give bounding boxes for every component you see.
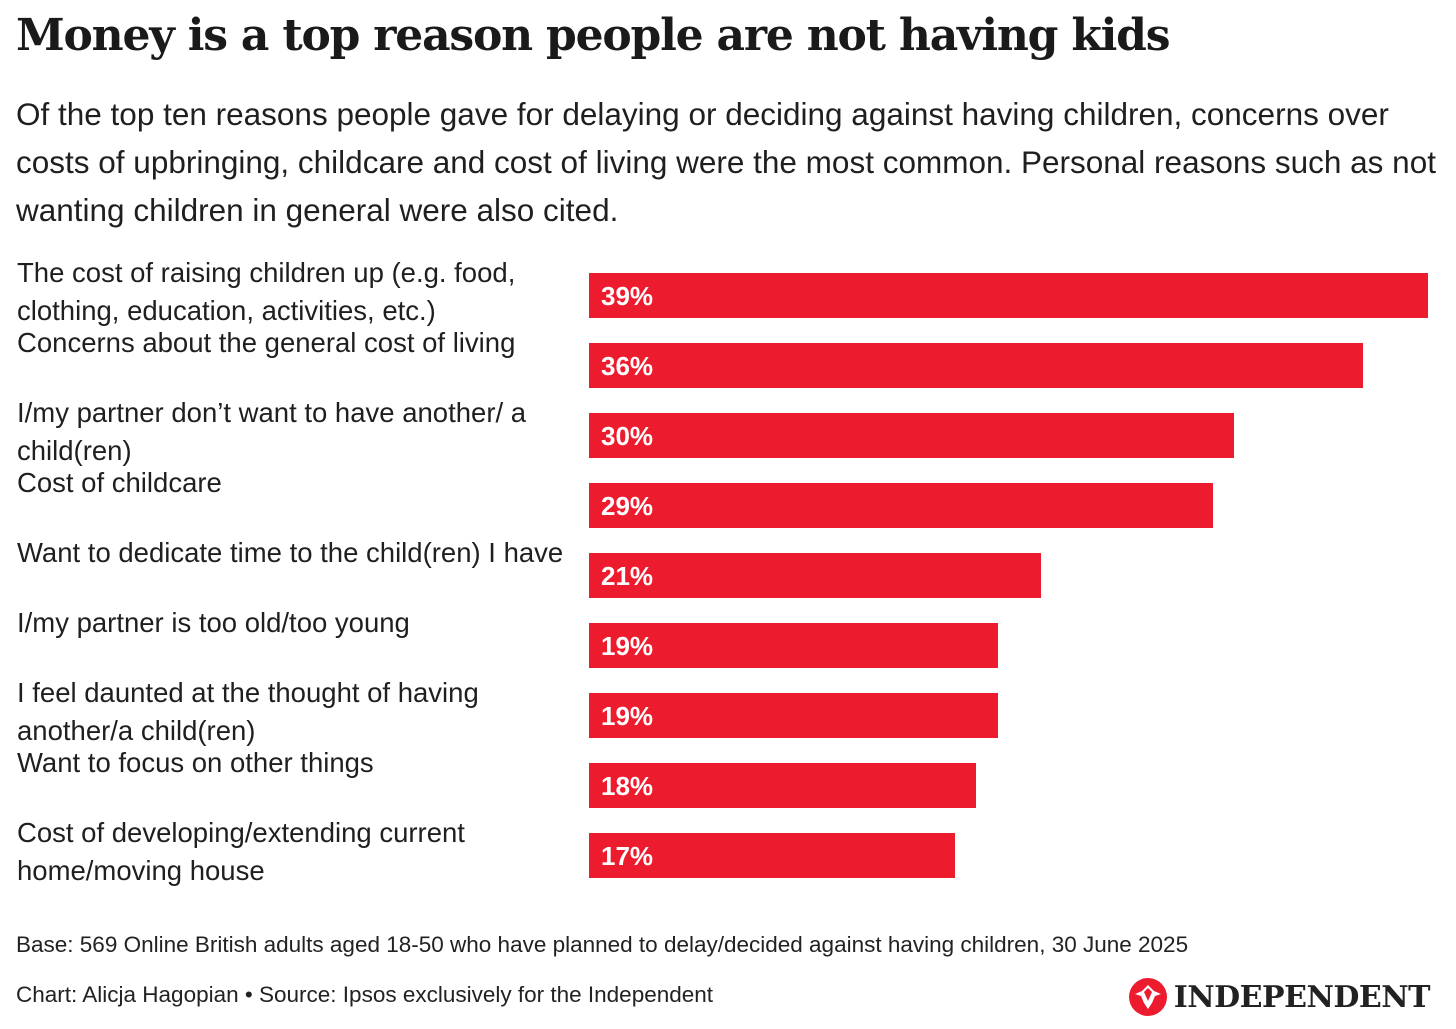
category-label: I feel daunted at the thought of having … bbox=[17, 677, 479, 746]
bar-row: Cost of childcare 29% bbox=[0, 464, 1456, 534]
category-label: Want to dedicate time to the child(ren) … bbox=[17, 537, 564, 568]
bar-row: I feel daunted at the thought of having … bbox=[0, 674, 1456, 746]
bar: 36% bbox=[589, 343, 1363, 388]
category-label: Cost of developing/extending current hom… bbox=[17, 817, 465, 886]
chart-title: Money is a top reason people are not hav… bbox=[16, 10, 1171, 61]
bar-row: Want to dedicate time to the child(ren) … bbox=[0, 534, 1456, 604]
category-label: I/my partner don’t want to have another/… bbox=[17, 397, 527, 466]
bar: 30% bbox=[589, 413, 1234, 458]
bar-chart: The cost of raising children up (e.g. fo… bbox=[0, 254, 1456, 894]
category-label: I/my partner is too old/too young bbox=[17, 607, 410, 638]
bar-row: Cost of developing/extending current hom… bbox=[0, 814, 1456, 886]
source-credit: Chart: Alicja Hagopian • Source: Ipsos e… bbox=[16, 982, 714, 1007]
bar: 39% bbox=[589, 273, 1428, 318]
base-note: Base: 569 Online British adults aged 18-… bbox=[16, 932, 1189, 957]
data-label: 29% bbox=[601, 491, 654, 521]
bar: 19% bbox=[589, 693, 998, 738]
data-label: 30% bbox=[601, 421, 654, 451]
bar: 21% bbox=[589, 553, 1041, 598]
bar-row: I/my partner don’t want to have another/… bbox=[0, 394, 1456, 466]
bar-row: Want to focus on other things 18% bbox=[0, 744, 1456, 814]
data-label: 21% bbox=[601, 561, 654, 591]
bar-row: The cost of raising children up (e.g. fo… bbox=[0, 254, 1456, 326]
eagle-icon bbox=[1128, 978, 1167, 1016]
data-label: 39% bbox=[601, 281, 654, 311]
bar: 17% bbox=[589, 833, 955, 878]
chart-subtitle: Of the top ten reasons people gave for d… bbox=[16, 96, 1436, 228]
bar: 18% bbox=[589, 763, 976, 808]
category-label: The cost of raising children up (e.g. fo… bbox=[17, 257, 516, 326]
independent-logo: INDEPENDENT bbox=[1128, 976, 1431, 1018]
data-label: 17% bbox=[601, 841, 654, 871]
category-label: Cost of childcare bbox=[17, 467, 222, 498]
data-label: 18% bbox=[601, 771, 654, 801]
bar-row: Concerns about the general cost of livin… bbox=[0, 324, 1456, 394]
category-label: Concerns about the general cost of livin… bbox=[17, 327, 516, 358]
bar: 29% bbox=[589, 483, 1213, 528]
data-label: 19% bbox=[601, 631, 654, 661]
bar: 19% bbox=[589, 623, 998, 668]
logo-wordmark: INDEPENDENT bbox=[1173, 979, 1431, 1015]
data-label: 19% bbox=[601, 701, 654, 731]
category-label: Want to focus on other things bbox=[17, 747, 374, 778]
data-label: 36% bbox=[601, 351, 654, 381]
bar-row: I/my partner is too old/too young 19% bbox=[0, 604, 1456, 674]
